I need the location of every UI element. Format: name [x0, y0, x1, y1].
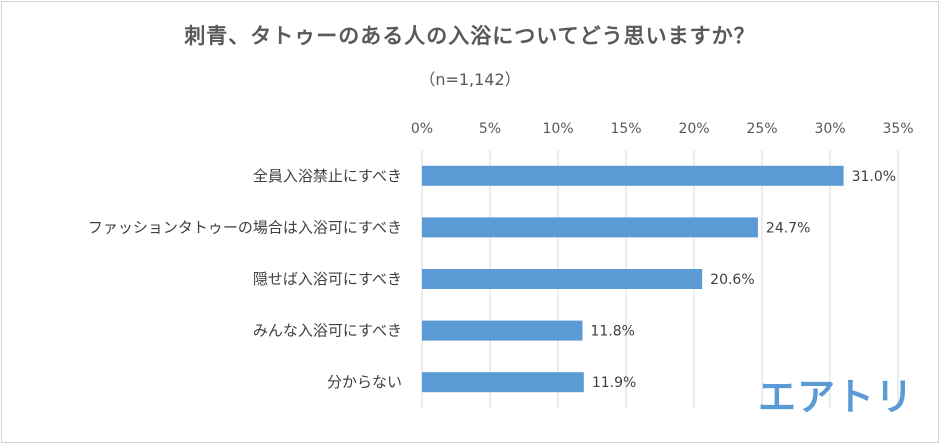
- bar: [422, 165, 844, 186]
- data-label: 11.9%: [592, 375, 636, 391]
- x-tick-label: 25%: [746, 121, 777, 137]
- data-label: 20.6%: [710, 272, 754, 288]
- x-tick-label: 5%: [479, 121, 501, 137]
- category-label: 隠せば入浴可にすべき: [253, 270, 402, 288]
- bar: [422, 217, 758, 238]
- x-tick-label: 35%: [882, 121, 913, 137]
- data-label: 24.7%: [766, 220, 810, 236]
- x-tick-label: 10%: [542, 121, 573, 137]
- x-tick-label: 15%: [610, 121, 641, 137]
- x-tick-label: 30%: [814, 121, 845, 137]
- data-label: 11.8%: [590, 324, 634, 340]
- category-label: 分からない: [327, 373, 402, 391]
- chart-title: 刺青、タトゥーのある人の入浴についてどう思いますか？: [184, 24, 756, 48]
- bar: [422, 372, 584, 393]
- category-label: みんな入浴可にすべき: [253, 322, 402, 340]
- x-axis-ticks: 0% 5% 10% 15% 20% 25% 30% 35%: [411, 121, 914, 137]
- chart-subtitle: （n=1,142）: [419, 70, 521, 89]
- brand-logo: エアトリ: [758, 375, 915, 419]
- x-tick-label: 0%: [411, 121, 433, 137]
- bar: [422, 320, 583, 341]
- bars: [422, 165, 844, 393]
- data-label: 31.0%: [852, 169, 896, 185]
- category-label: ファッションタトゥーの場合は入浴可にすべき: [88, 218, 402, 236]
- data-labels: 31.0% 24.7% 20.6% 11.8% 11.9%: [590, 169, 896, 391]
- category-label: 全員入浴禁止にすべき: [253, 167, 402, 185]
- category-labels: 全員入浴禁止にすべきファッションタトゥーの場合は入浴可にすべき隠せば入浴可にすべ…: [88, 167, 402, 391]
- bar: [422, 269, 703, 289]
- x-tick-label: 20%: [678, 121, 709, 137]
